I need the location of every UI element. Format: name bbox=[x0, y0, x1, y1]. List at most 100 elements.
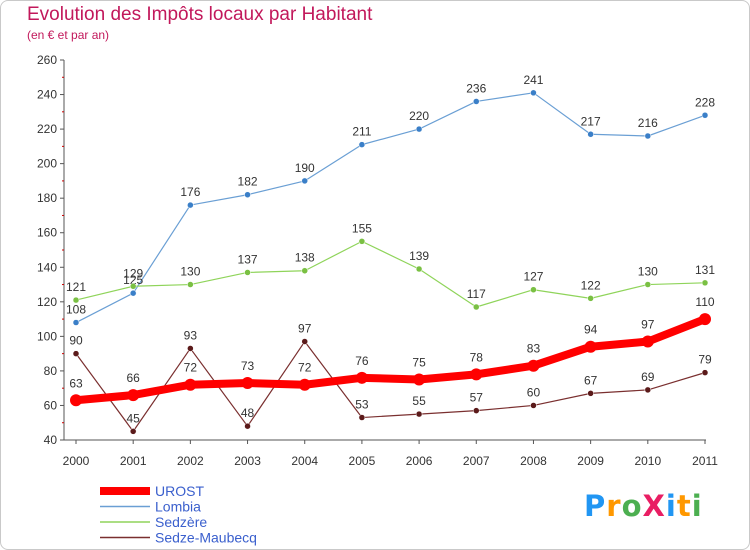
y-tick-label: 220 bbox=[37, 122, 57, 136]
data-label: 76 bbox=[355, 354, 369, 368]
data-label: 67 bbox=[584, 373, 598, 387]
data-point bbox=[641, 335, 654, 348]
data-label: 122 bbox=[581, 278, 601, 292]
data-label: 121 bbox=[66, 280, 86, 294]
data-label: 63 bbox=[69, 376, 83, 390]
data-point bbox=[584, 340, 597, 353]
data-point bbox=[241, 377, 254, 389]
data-point bbox=[473, 98, 480, 105]
data-label: 53 bbox=[355, 398, 369, 412]
data-label: 127 bbox=[523, 270, 543, 284]
data-label: 73 bbox=[241, 359, 255, 373]
data-label: 90 bbox=[69, 334, 83, 348]
series-line-sedz-re bbox=[75, 240, 706, 308]
series-line-lombia bbox=[75, 92, 706, 324]
data-label: 48 bbox=[241, 406, 255, 420]
data-label: 130 bbox=[638, 265, 658, 279]
data-point bbox=[527, 359, 540, 372]
data-point bbox=[244, 191, 251, 198]
y-tick-label: 100 bbox=[37, 329, 57, 343]
data-point bbox=[415, 125, 423, 133]
data-point bbox=[644, 132, 652, 140]
data-point bbox=[358, 414, 366, 421]
y-tick-label: 120 bbox=[37, 295, 57, 309]
data-label: 131 bbox=[695, 263, 715, 277]
x-tick-label: 2005 bbox=[349, 454, 376, 468]
legend-label: Sedzère bbox=[155, 514, 207, 530]
data-label: 138 bbox=[295, 251, 315, 265]
data-label: 78 bbox=[470, 350, 484, 364]
data-label: 79 bbox=[698, 353, 712, 367]
series-line-sedze-maubecq bbox=[75, 340, 706, 432]
data-point bbox=[415, 410, 423, 418]
y-tick-label: 240 bbox=[37, 88, 57, 102]
data-label: 75 bbox=[412, 356, 426, 370]
x-tick-label: 2007 bbox=[463, 454, 490, 468]
data-label: 66 bbox=[127, 371, 141, 385]
data-label: 108 bbox=[66, 303, 86, 317]
data-point bbox=[701, 369, 709, 376]
data-point bbox=[413, 373, 426, 386]
data-label: 97 bbox=[641, 318, 655, 332]
x-tick-label: 2004 bbox=[291, 454, 318, 468]
data-point bbox=[129, 428, 137, 435]
data-label: 55 bbox=[412, 394, 426, 408]
data-point bbox=[530, 402, 537, 409]
data-label: 190 bbox=[295, 161, 315, 175]
data-label: 72 bbox=[184, 361, 198, 375]
data-label: 83 bbox=[527, 342, 541, 356]
data-point bbox=[470, 368, 483, 381]
y-tick-label: 60 bbox=[44, 398, 58, 412]
data-point bbox=[187, 281, 194, 288]
data-label: 97 bbox=[298, 322, 312, 336]
legend-label: Sedze-Maubecq bbox=[155, 530, 257, 546]
data-point bbox=[301, 338, 308, 345]
data-label: 236 bbox=[466, 81, 486, 95]
data-label: 228 bbox=[695, 95, 715, 109]
x-tick-label: 2002 bbox=[177, 454, 204, 468]
data-label: 211 bbox=[352, 125, 371, 139]
data-label: 110 bbox=[695, 295, 714, 309]
legend-label: UROST bbox=[155, 483, 204, 499]
data-label: 176 bbox=[180, 185, 200, 199]
data-point bbox=[644, 386, 652, 394]
y-tick-label: 180 bbox=[37, 191, 57, 205]
y-tick-label: 200 bbox=[37, 157, 57, 171]
data-point bbox=[129, 283, 137, 290]
data-point bbox=[358, 141, 366, 148]
data-point bbox=[587, 390, 594, 397]
data-label: 241 bbox=[523, 73, 543, 87]
data-point bbox=[127, 389, 140, 402]
x-tick-label: 2011 bbox=[692, 454, 718, 468]
data-point bbox=[184, 378, 197, 391]
data-label: 155 bbox=[352, 221, 372, 235]
x-tick-label: 2006 bbox=[406, 454, 433, 468]
data-point bbox=[530, 286, 537, 293]
x-tick-label: 2010 bbox=[634, 454, 661, 468]
proxiti-logo: ProXiti bbox=[584, 489, 703, 523]
data-point bbox=[244, 269, 251, 276]
data-point bbox=[358, 238, 366, 245]
series-line-urost bbox=[72, 315, 709, 405]
data-point bbox=[72, 319, 80, 326]
chart-subtitle: (en € et par an) bbox=[27, 28, 110, 42]
x-tick-label: 2003 bbox=[234, 454, 261, 468]
data-label: 182 bbox=[238, 175, 258, 189]
data-label: 130 bbox=[180, 265, 200, 279]
data-label: 72 bbox=[298, 361, 312, 375]
legend-label: Lombia bbox=[155, 499, 201, 515]
data-label: 139 bbox=[409, 249, 429, 263]
data-label: 60 bbox=[527, 385, 541, 399]
data-label: 220 bbox=[409, 109, 429, 123]
data-point bbox=[187, 345, 194, 352]
data-point bbox=[701, 112, 709, 119]
y-tick-label: 260 bbox=[37, 53, 57, 67]
data-point bbox=[473, 303, 480, 311]
data-label: 93 bbox=[184, 328, 198, 342]
data-label: 216 bbox=[638, 116, 658, 130]
x-tick-label: 2008 bbox=[520, 454, 547, 468]
data-point bbox=[355, 371, 368, 384]
data-point bbox=[301, 177, 308, 185]
